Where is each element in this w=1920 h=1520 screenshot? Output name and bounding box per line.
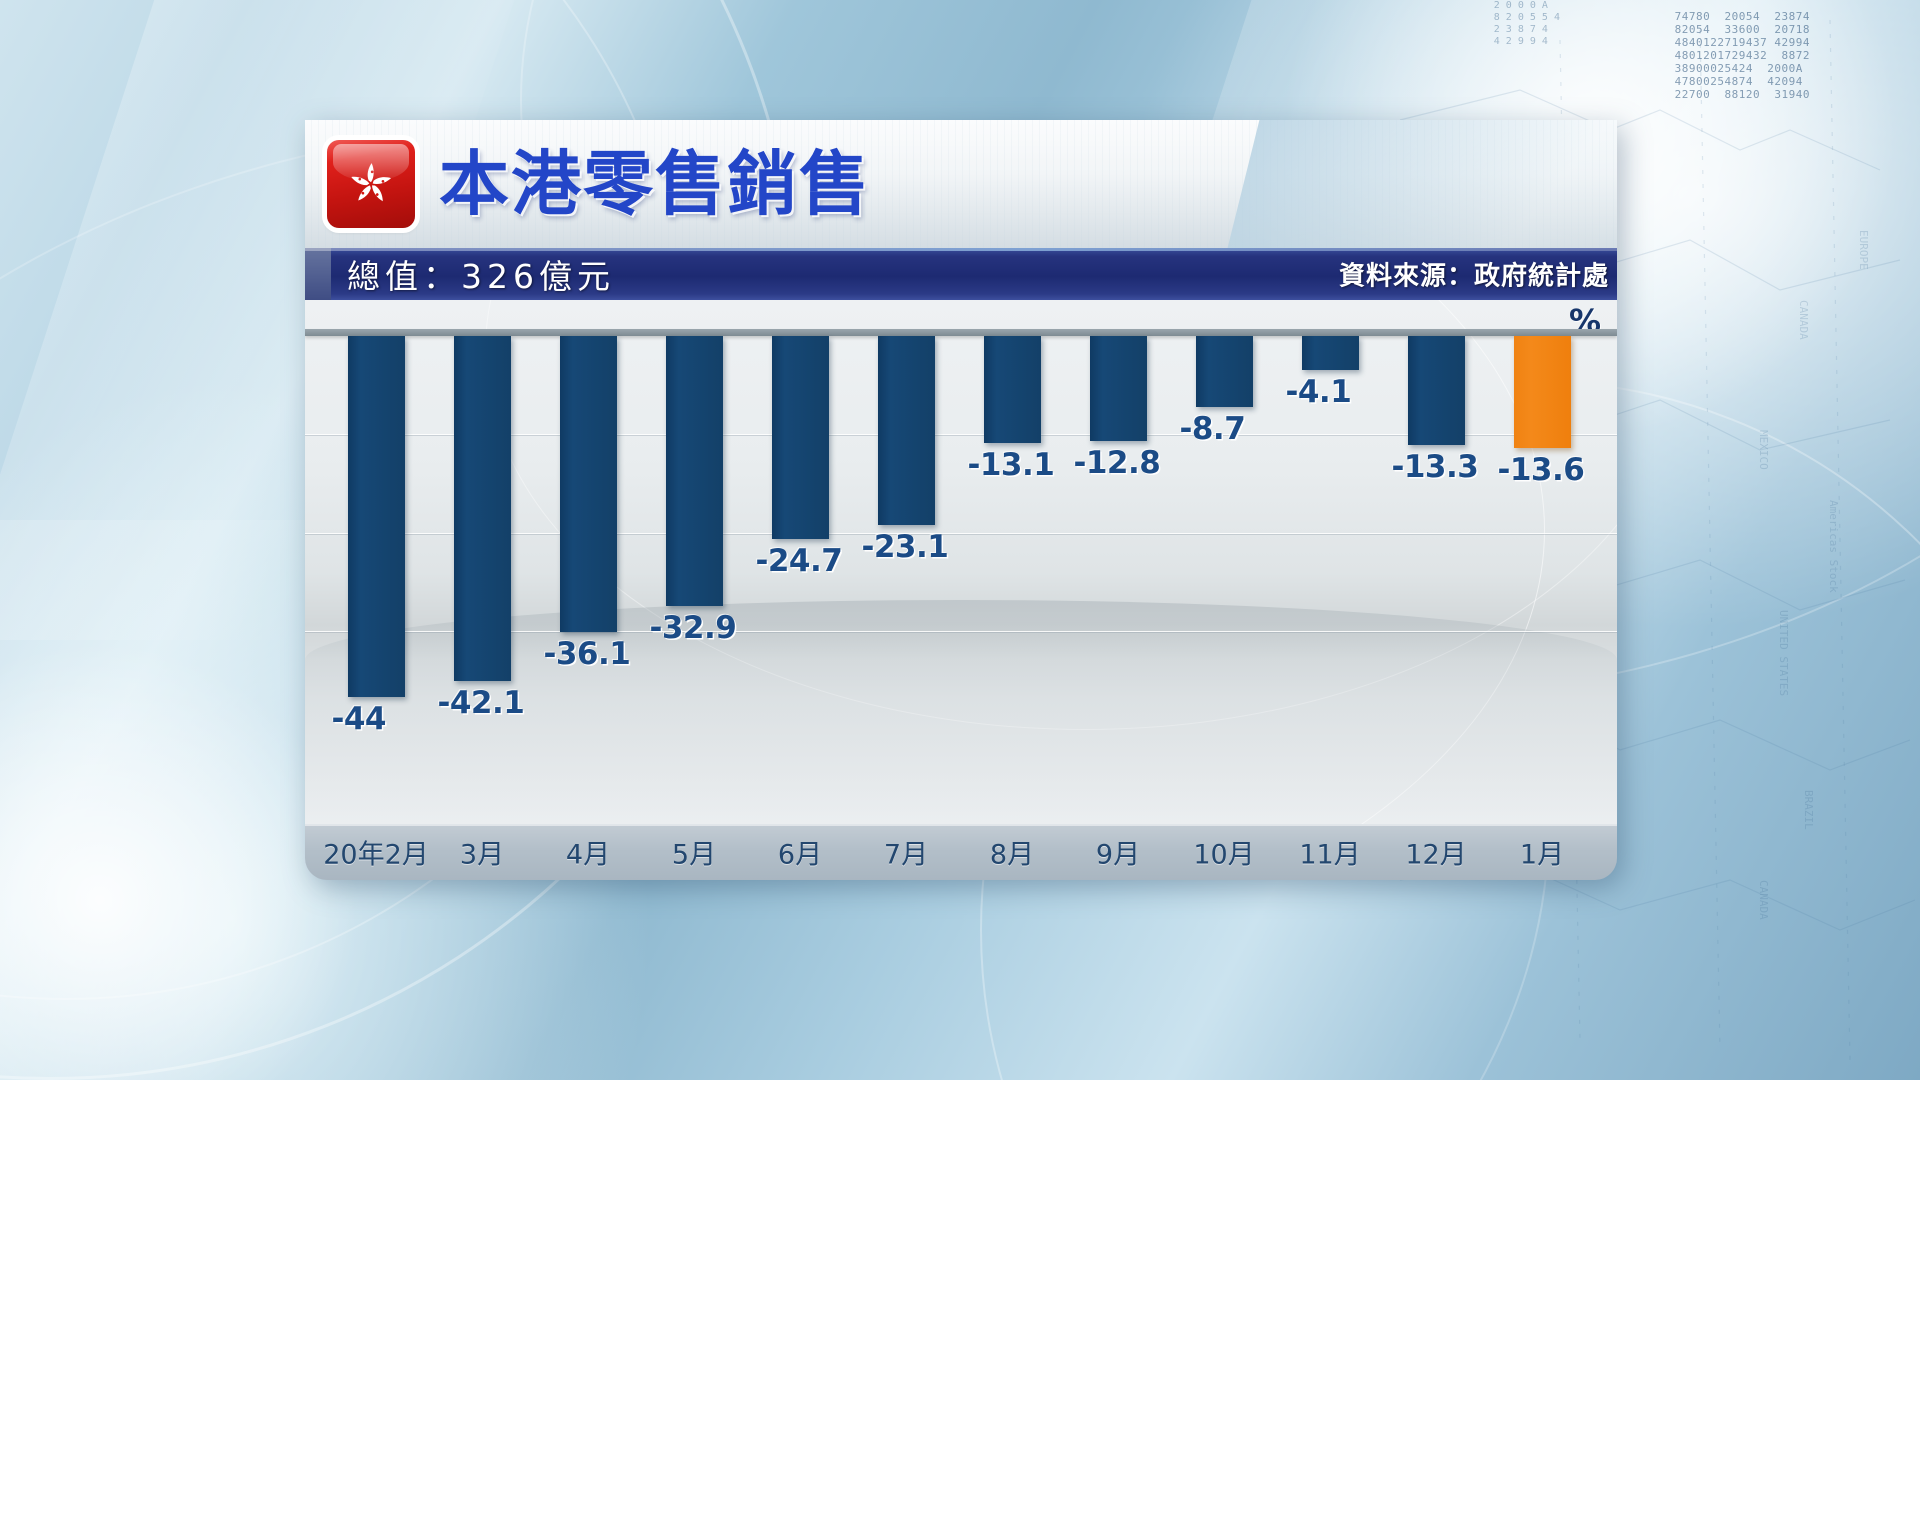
bar[interactable] <box>1196 336 1253 407</box>
subtitle-bar: 總值：326億元 資料來源：政府統計處 <box>305 248 1617 300</box>
x-tick-label: 20年2月 <box>323 833 429 872</box>
bar-value-label: -44 <box>332 701 387 737</box>
svg-text:CANADA: CANADA <box>1757 880 1770 920</box>
background-data-ticker: 74780 20054 23874 82054 33600 20718 4840… <box>1675 10 1810 101</box>
bar[interactable] <box>348 336 405 697</box>
svg-text:BRAZIL: BRAZIL <box>1802 790 1815 830</box>
subtitle-accent-tab <box>305 248 331 300</box>
x-tick-label: 5月 <box>672 833 716 872</box>
bar[interactable] <box>878 336 935 525</box>
x-axis-month-labels: 20年2月 3月 4月 5月 6月 7月 8月 9月 10月 11月 12月 1月 <box>305 824 1617 880</box>
bar-value-label: -32.9 <box>650 610 737 646</box>
svg-text:CANADA: CANADA <box>1797 300 1810 340</box>
panel-header: 本港零售銷售 <box>305 120 1617 248</box>
retail-sales-chart-panel: 本港零售銷售 總值：326億元 資料來源：政府統計處 % -44-42.1-36… <box>305 120 1617 824</box>
bar-value-label: -36.1 <box>544 636 631 672</box>
bar-value-label: -23.1 <box>862 529 949 565</box>
bar-value-label: -12.8 <box>1074 445 1161 481</box>
chart-plot-area: % -44-42.1-36.1-32.9-24.7-23.1-13.1-12.8… <box>305 300 1617 824</box>
x-tick-label: 8月 <box>990 833 1034 872</box>
bar-value-label: -13.1 <box>968 447 1055 483</box>
bar-value-label: -4.1 <box>1286 374 1352 410</box>
data-source-label: 資料來源：政府統計處 <box>1339 256 1609 293</box>
bar[interactable] <box>1090 336 1147 441</box>
x-tick-label: 4月 <box>566 833 610 872</box>
x-tick-label: 12月 <box>1405 833 1466 872</box>
svg-text:UNITED STATES: UNITED STATES <box>1777 610 1790 696</box>
svg-text:EUROPE: EUROPE <box>1857 230 1870 270</box>
bar-series: -44 -42.1 -36.1 -32.9 -24.7 -23.1 -13.1 -12.8 -8… <box>305 300 1617 824</box>
x-tick-label: 3月 <box>460 833 504 872</box>
bar[interactable] <box>772 336 829 539</box>
x-tick-label: 10月 <box>1193 833 1254 872</box>
total-value-label: 總值：326億元 <box>331 250 615 298</box>
bar-value-label: -24.7 <box>756 543 843 579</box>
x-tick-label: 11月 <box>1299 833 1360 872</box>
x-tick-label: 9月 <box>1096 833 1140 872</box>
bar[interactable] <box>984 336 1041 443</box>
x-tick-label: 6月 <box>778 833 822 872</box>
bar[interactable] <box>454 336 511 681</box>
background-data-ticker: 2 0 0 0 A 8 2 0 5 5 4 2 3 8 7 4 4 2 9 9 … <box>1494 0 1560 48</box>
svg-text:MEXICO: MEXICO <box>1757 430 1770 470</box>
x-tick-label: 1月 <box>1520 833 1564 872</box>
bar[interactable] <box>1408 336 1465 445</box>
hong-kong-bauhinia-flag-icon <box>327 140 415 228</box>
bar-value-label: -8.7 <box>1180 411 1246 447</box>
bar-value-label: -42.1 <box>438 685 525 721</box>
bar[interactable] <box>1302 336 1359 370</box>
bar[interactable] <box>666 336 723 606</box>
bar-value-label: -13.6 <box>1498 452 1585 488</box>
x-tick-label: 7月 <box>884 833 928 872</box>
bar-highlight[interactable] <box>1514 336 1571 448</box>
bar-value-label: -13.3 <box>1392 449 1479 485</box>
svg-text:Americas Stock: Americas Stock <box>1827 500 1840 593</box>
page-title: 本港零售銷售 <box>439 149 871 219</box>
bar[interactable] <box>560 336 617 632</box>
